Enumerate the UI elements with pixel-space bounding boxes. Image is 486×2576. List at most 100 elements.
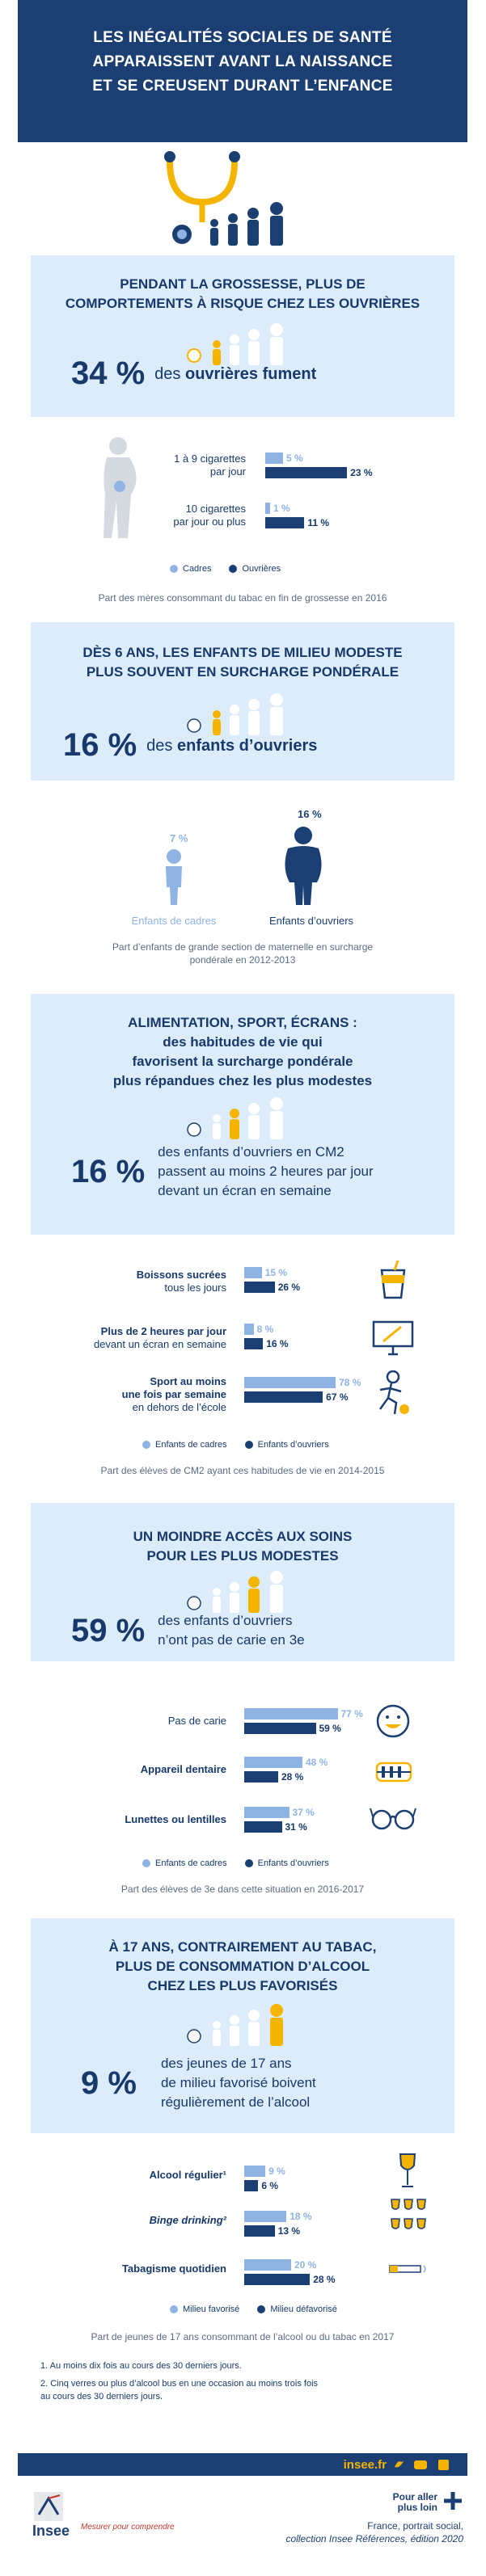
tagline: Mesurer pour comprendre (81, 2523, 175, 2532)
bar-light (244, 1324, 254, 1335)
bar-value-label: 16 % (266, 1338, 289, 1349)
bar-dark (265, 517, 305, 528)
title-line: POUR LES PLUS MODESTES (146, 1548, 339, 1564)
family-icon (187, 323, 283, 365)
bar-label: Plus de 2 heures par jour devant un écra… (81, 1325, 226, 1351)
bar-light (265, 452, 283, 464)
bar-light (244, 2259, 291, 2271)
section-habits-title: ALIMENTATION, SPORT, ÉCRANS : des habitu… (31, 1013, 454, 1091)
insee-logo-icon (34, 2492, 63, 2521)
computer-screen-icon (372, 1320, 414, 1356)
stat-text-line: devant un écran en semaine (158, 1183, 332, 1198)
smiling-face-icon (376, 1704, 410, 1738)
title-line: PENDANT LA GROSSESSE, PLUS DE (120, 276, 366, 292)
stat-caries: 59 % des enfants d’ouvriers n’ont pas de… (71, 1611, 305, 1650)
bar-value-label: 5 % (286, 452, 303, 464)
bar-label-line: par jour ou plus (173, 516, 246, 528)
stat-text-bold: enfants d’ouvriers (176, 736, 318, 755)
bar-value-label: 15 % (264, 1267, 288, 1278)
ouvriers-label: Enfants d’ouvriers (268, 915, 354, 927)
header-line-3: ET SE CREUSENT DURANT L’ENFANCE (92, 78, 393, 95)
pour-aller-line: plus loin (397, 2502, 437, 2513)
bar-value-label: 78 % (339, 1377, 361, 1388)
section-overweight-title: DÈS 6 ANS, LES ENFANTS DE MILIEU MODESTE… (31, 643, 454, 682)
bar-value-label: 31 % (285, 1821, 307, 1833)
footnotes: 1. Au moins dix fois au cours des 30 der… (40, 2359, 461, 2403)
stat-smoking: 34 % des ouvrières fument (71, 356, 316, 392)
legend-item: Enfants de cadres (142, 1858, 227, 1868)
section-pregnancy-title: PENDANT LA GROSSESSE, PLUS DE COMPORTEME… (31, 275, 454, 314)
title-line: UN MOINDRE ACCÈS AUX SOINS (133, 1529, 353, 1544)
header-line-2: APPARAISSENT AVANT LA NAISSANCE (92, 53, 393, 70)
legend-item: Milieu favorisé (170, 2305, 239, 2314)
ouvriers-value: 16 % (298, 808, 322, 820)
bar-light (244, 1708, 338, 1719)
bar-dark (244, 2225, 275, 2237)
title-line: PLUS SOUVENT EN SURCHARGE PONDÉRALE (86, 664, 399, 680)
child-overweight-icon (285, 827, 322, 905)
legend: Milieu favorisé Milieu défavorisé (170, 2305, 337, 2314)
legend-label: Enfants d’ouvriers (257, 1858, 329, 1868)
section-care-title: UN MOINDRE ACCÈS AUX SOINS POUR LES PLUS… (31, 1527, 454, 1566)
footer-bar: insee.fr (18, 2453, 467, 2476)
legend-label: Cadres (183, 564, 212, 574)
bar-label: Lunettes ou lentilles (125, 1813, 226, 1825)
legend: Enfants de cadres Enfants d’ouvriers (142, 1858, 329, 1868)
stat-text: des (154, 364, 185, 383)
bar-value-label: 26 % (277, 1282, 301, 1293)
section-overweight-panel (31, 622, 454, 781)
legend-item: Cadres (170, 564, 211, 574)
bar-label: Pas de carie (167, 1715, 226, 1727)
legend-item: Enfants de cadres (142, 1440, 227, 1450)
bar-label: Binge drinking² (149, 2214, 226, 2226)
insee-site-link[interactable]: insee.fr (343, 2458, 387, 2472)
bar-value-label: 67 % (326, 1391, 349, 1403)
title-line: ALIMENTATION, SPORT, ÉCRANS : (128, 1015, 357, 1030)
stat-text: des (146, 736, 177, 755)
stat-screens: 16 % des enfants d’ouvriers en CM2 passe… (71, 1143, 374, 1201)
reference: France, portrait social, collection Inse… (286, 2519, 463, 2545)
soda-cup-icon (380, 1261, 406, 1299)
family-icon (187, 1571, 283, 1613)
stat-text-bold: ouvrières fument (184, 364, 317, 383)
footnote: 2. Cinq verres ou plus d’alcool bus en u… (40, 2379, 319, 2389)
section-alcohol-title: À 17 ANS, CONTRAIREMENT AU TABAC, PLUS D… (31, 1938, 454, 1996)
legend-label: Milieu défavorisé (270, 2305, 337, 2314)
stat-alcohol: 9 % des jeunes de 17 ans de milieu favor… (81, 2054, 316, 2112)
bar-value-label: 28 % (281, 1771, 304, 1783)
bar-light (244, 1807, 289, 1818)
title-line: DÈS 6 ANS, LES ENFANTS DE MILIEU MODESTE (82, 645, 403, 660)
title-line: plus répandues chez les plus modestes (112, 1073, 373, 1088)
bar-value-label: 20 % (294, 2259, 317, 2271)
bar-value-label: 9 % (268, 2166, 285, 2177)
bar-light (244, 1267, 262, 1278)
bar-label-line: Plus de 2 heures par jour (100, 1325, 226, 1337)
legend: Cadres Ouvrières (170, 564, 281, 574)
family-icon (187, 693, 283, 735)
bar-value-label: 37 % (292, 1807, 315, 1818)
bar-value-label: 48 % (306, 1757, 328, 1768)
caption: Part des élèves de 3e dans cette situati… (120, 1884, 365, 1895)
stat-text-line: n’ont pas de carie en 3e (158, 1632, 305, 1648)
legend-label: Enfants d’ouvriers (257, 1440, 329, 1450)
stat-text-line: de milieu favorisé boivent (160, 2075, 316, 2090)
bar-label-line: 10 cigarettes (185, 503, 246, 515)
cadres-label: Enfants de cadres (131, 915, 217, 927)
title-line: CHEZ LES PLUS FAVORISÉS (147, 1978, 338, 1993)
stat-text-line: des enfants d’ouvriers en CM2 (158, 1144, 344, 1160)
bar-label: Sport au moins une fois par semaine en d… (81, 1375, 226, 1414)
legend-label: Milieu favorisé (183, 2305, 240, 2314)
bar-label-line: Boissons sucrées (136, 1269, 226, 1281)
running-child-icon (378, 1370, 409, 1415)
child-thin-icon (166, 849, 182, 905)
bar-label-line: une fois par semaine (121, 1388, 226, 1400)
header-line-1: LES INÉGALITÉS SOCIALES DE SANTÉ (93, 29, 392, 46)
bar-dark (244, 2274, 311, 2285)
bar-label: Boissons sucrées tous les jours (81, 1269, 226, 1294)
section-habits-panel (31, 994, 454, 1235)
bar-dark (265, 467, 348, 478)
bar-dark (244, 1771, 278, 1783)
legend-item: Ouvrières (229, 564, 281, 574)
legend-label: Enfants de cadres (155, 1858, 227, 1868)
bar-value-label: 8 % (256, 1324, 274, 1335)
